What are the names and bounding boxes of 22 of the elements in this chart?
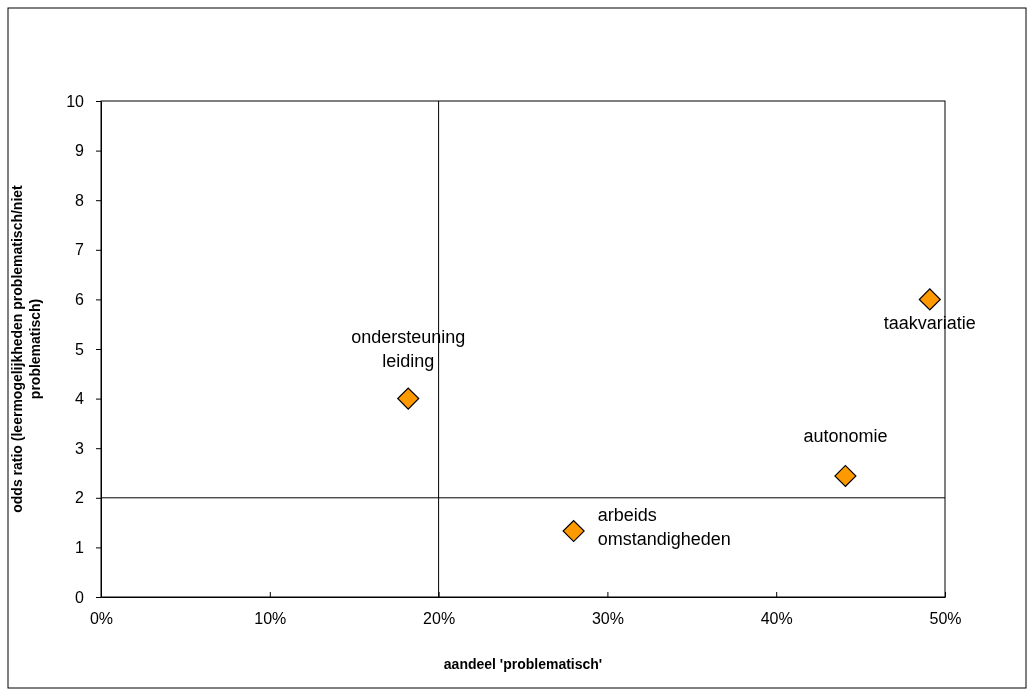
y-tick-label: 10 bbox=[66, 92, 85, 110]
y-tick-label: 8 bbox=[75, 191, 85, 209]
y-tick-label: 3 bbox=[75, 439, 85, 457]
y-tick-label: 2 bbox=[75, 489, 85, 507]
y-tick-label: 7 bbox=[75, 241, 85, 259]
x-tick-label: 20% bbox=[423, 610, 456, 628]
annotation: arbeids omstandigheden bbox=[597, 505, 731, 550]
x-tick-label: 10% bbox=[254, 610, 287, 628]
x-tick-label: 50% bbox=[929, 610, 962, 628]
y-tick-label: 0 bbox=[75, 588, 85, 606]
y-tick-label: 6 bbox=[75, 291, 85, 309]
x-tick-label: 40% bbox=[760, 610, 793, 628]
y-tick-label: 1 bbox=[75, 539, 85, 557]
y-tick-label: 5 bbox=[75, 340, 85, 358]
x-axis-title: aandeel 'problematisch' bbox=[443, 656, 603, 672]
annotation: autonomie bbox=[803, 425, 888, 446]
y-axis-title: odds ratio (leermogelijkheden problematisch/niet problematisch) bbox=[9, 184, 43, 513]
annotation: taakvariatie bbox=[883, 313, 976, 334]
y-tick-label: 9 bbox=[75, 142, 85, 160]
x-tick-label: 30% bbox=[591, 610, 624, 628]
x-tick-label: 0% bbox=[89, 610, 114, 628]
y-tick-label: 4 bbox=[75, 390, 85, 408]
